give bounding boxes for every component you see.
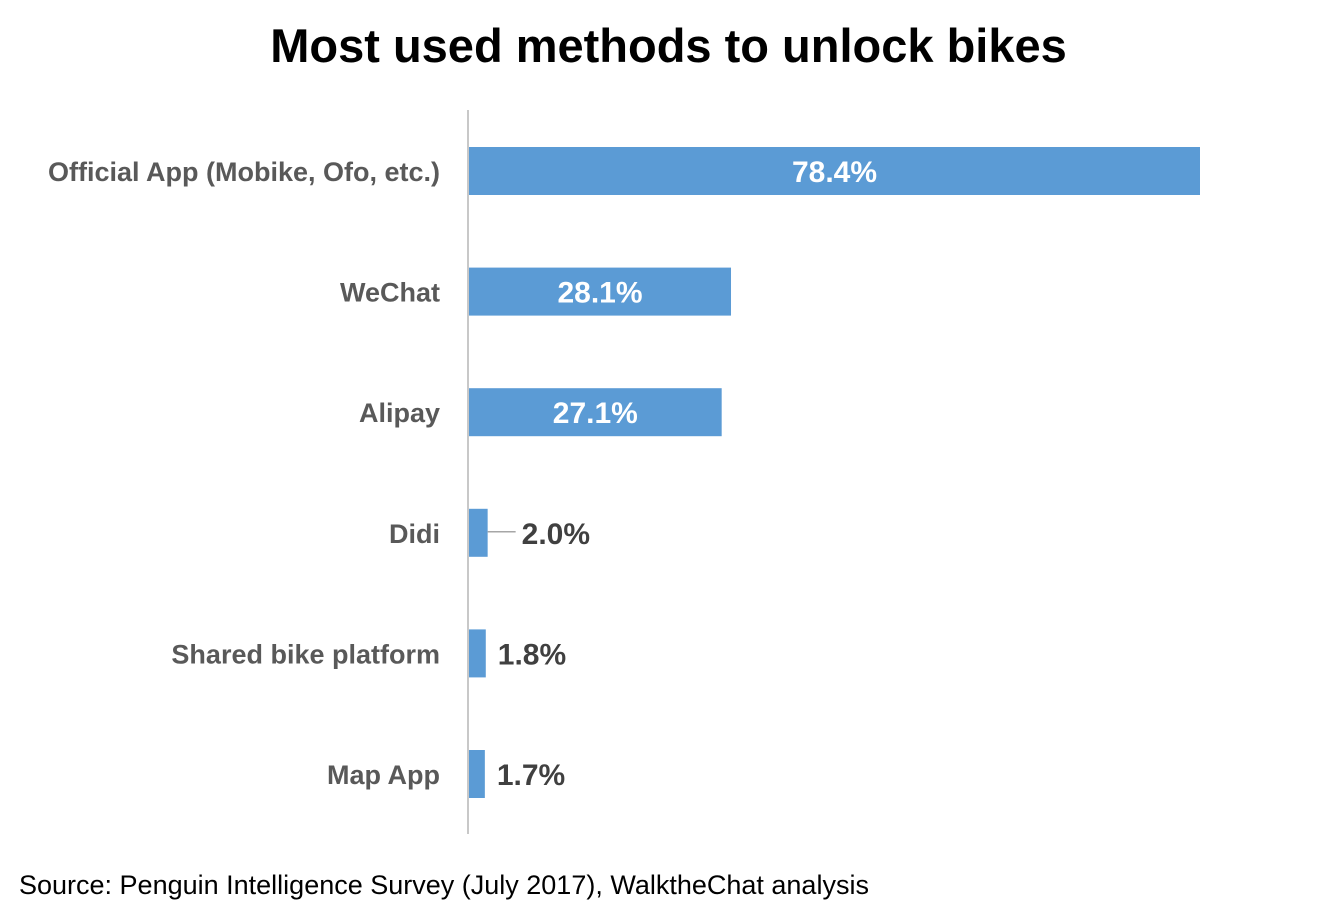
category-label-1: WeChat [340, 278, 440, 308]
data-label-2: 27.1% [553, 397, 638, 430]
bar-5 [469, 750, 485, 798]
bar-chart: Official App (Mobike, Ofo, etc.) 78.4% WeC… [48, 110, 1200, 834]
category-label-3: Didi [389, 519, 440, 549]
bar-2 [469, 388, 722, 437]
bar-4 [469, 629, 486, 678]
data-label-1: 28.1% [557, 277, 642, 310]
source-note: Source: Penguin Intelligence Survey (Jul… [19, 870, 869, 900]
data-label-4: 1.8% [498, 638, 566, 671]
category-label-4: Shared bike platform [171, 639, 440, 669]
category-label-2: Alipay [359, 398, 440, 428]
bar-1 [469, 267, 732, 316]
data-label-5: 1.7% [497, 759, 565, 792]
category-label-5: Map App [327, 760, 440, 790]
bar-0 [469, 147, 1200, 195]
bar-marks: Official App (Mobike, Ofo, etc.) 78.4% WeC… [48, 147, 1200, 798]
bar-3 [469, 508, 488, 557]
category-label-0: Official App (Mobike, Ofo, etc.) [48, 157, 440, 187]
data-label-0: 78.4% [792, 156, 877, 189]
data-label-3: 2.0% [522, 518, 590, 551]
chart-title: Most used methods to unlock bikes [270, 19, 1067, 72]
